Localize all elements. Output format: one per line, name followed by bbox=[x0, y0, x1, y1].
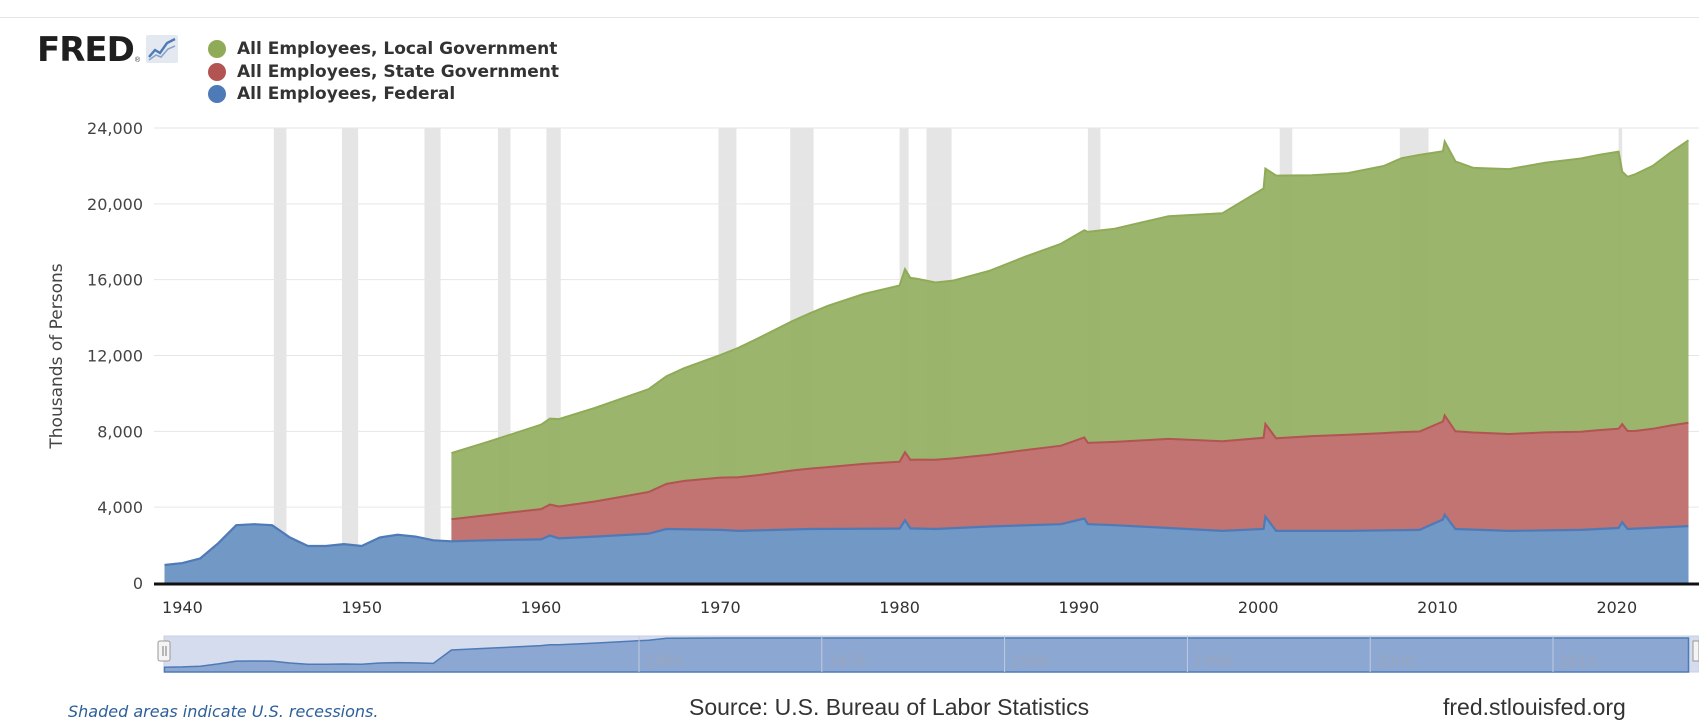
series-line-local bbox=[451, 138, 1690, 455]
navigator-tick-label: 1970 bbox=[828, 652, 866, 670]
legend-item-local[interactable]: All Employees, Local Government bbox=[208, 38, 559, 61]
legend-label-federal: All Employees, Federal bbox=[237, 84, 456, 105]
y-tick-label: 24,000 bbox=[87, 119, 143, 138]
navigator-tick-label: 1980 bbox=[1011, 652, 1049, 670]
legend-label-state: All Employees, State Government bbox=[237, 61, 559, 82]
top-divider bbox=[0, 17, 1699, 18]
x-tick-label: 1940 bbox=[162, 598, 203, 617]
y-tick-label: 8,000 bbox=[97, 422, 143, 441]
x-tick-label: 1990 bbox=[1059, 598, 1100, 617]
navigator-right-handle[interactable] bbox=[1692, 640, 1699, 662]
logo-registered-mark: ® bbox=[134, 57, 141, 64]
x-tick-label: 2010 bbox=[1417, 598, 1458, 617]
legend-label-local: All Employees, Local Government bbox=[237, 39, 558, 60]
series-areas bbox=[164, 138, 1690, 583]
navigator-tick-label: 1960 bbox=[645, 652, 683, 670]
legend-marker-local bbox=[208, 40, 226, 59]
legend-item-state[interactable]: All Employees, State Government bbox=[208, 61, 559, 84]
axes: 0 4,000 8,000 12,000 16,000 20,000 24,000 1940 1… bbox=[87, 119, 1699, 617]
series-line-federal bbox=[164, 512, 1689, 567]
x-tick-label: 1950 bbox=[341, 598, 382, 617]
source-text: Source: U.S. Bureau of Labor Statistics bbox=[689, 694, 1090, 720]
x-tick-label: 1980 bbox=[879, 598, 920, 617]
navigator-series bbox=[163, 637, 1690, 673]
y-tick-label: 12,000 bbox=[87, 347, 143, 366]
series-line-state bbox=[451, 413, 1689, 521]
navigator-left-handle[interactable] bbox=[157, 640, 171, 662]
series-area-local bbox=[451, 140, 1689, 520]
y-tick-label: 0 bbox=[133, 574, 143, 593]
y-tick-label: 16,000 bbox=[87, 271, 143, 290]
logo-text: FRED bbox=[37, 30, 135, 70]
x-tick-label: 2020 bbox=[1596, 598, 1637, 617]
x-tick-label: 1970 bbox=[700, 598, 741, 617]
legend-marker-state bbox=[208, 62, 226, 81]
x-tick-label: 1960 bbox=[521, 598, 562, 617]
navigator-tick-label: 2000 bbox=[1376, 652, 1414, 670]
y-tick-label: 4,000 bbox=[97, 498, 143, 517]
line-chart-icon bbox=[146, 35, 179, 63]
legend-item-federal[interactable]: All Employees, Federal bbox=[208, 83, 559, 106]
series-area-state bbox=[451, 415, 1689, 542]
x-tick-label: 2000 bbox=[1238, 598, 1279, 617]
navigator-tick-label: 2010 bbox=[1559, 652, 1597, 670]
y-tick-label: 20,000 bbox=[87, 195, 143, 214]
recession-note: Shaded areas indicate U.S. recessions. bbox=[68, 702, 379, 721]
chart-legend: All Employees, Local Government All Empl… bbox=[208, 38, 559, 106]
site-link[interactable]: fred.stlouisfed.org bbox=[1443, 694, 1626, 720]
navigator-tick-label: 1990 bbox=[1193, 652, 1231, 670]
fred-logo[interactable]: FRED ® bbox=[37, 30, 179, 70]
legend-marker-federal bbox=[208, 85, 226, 104]
